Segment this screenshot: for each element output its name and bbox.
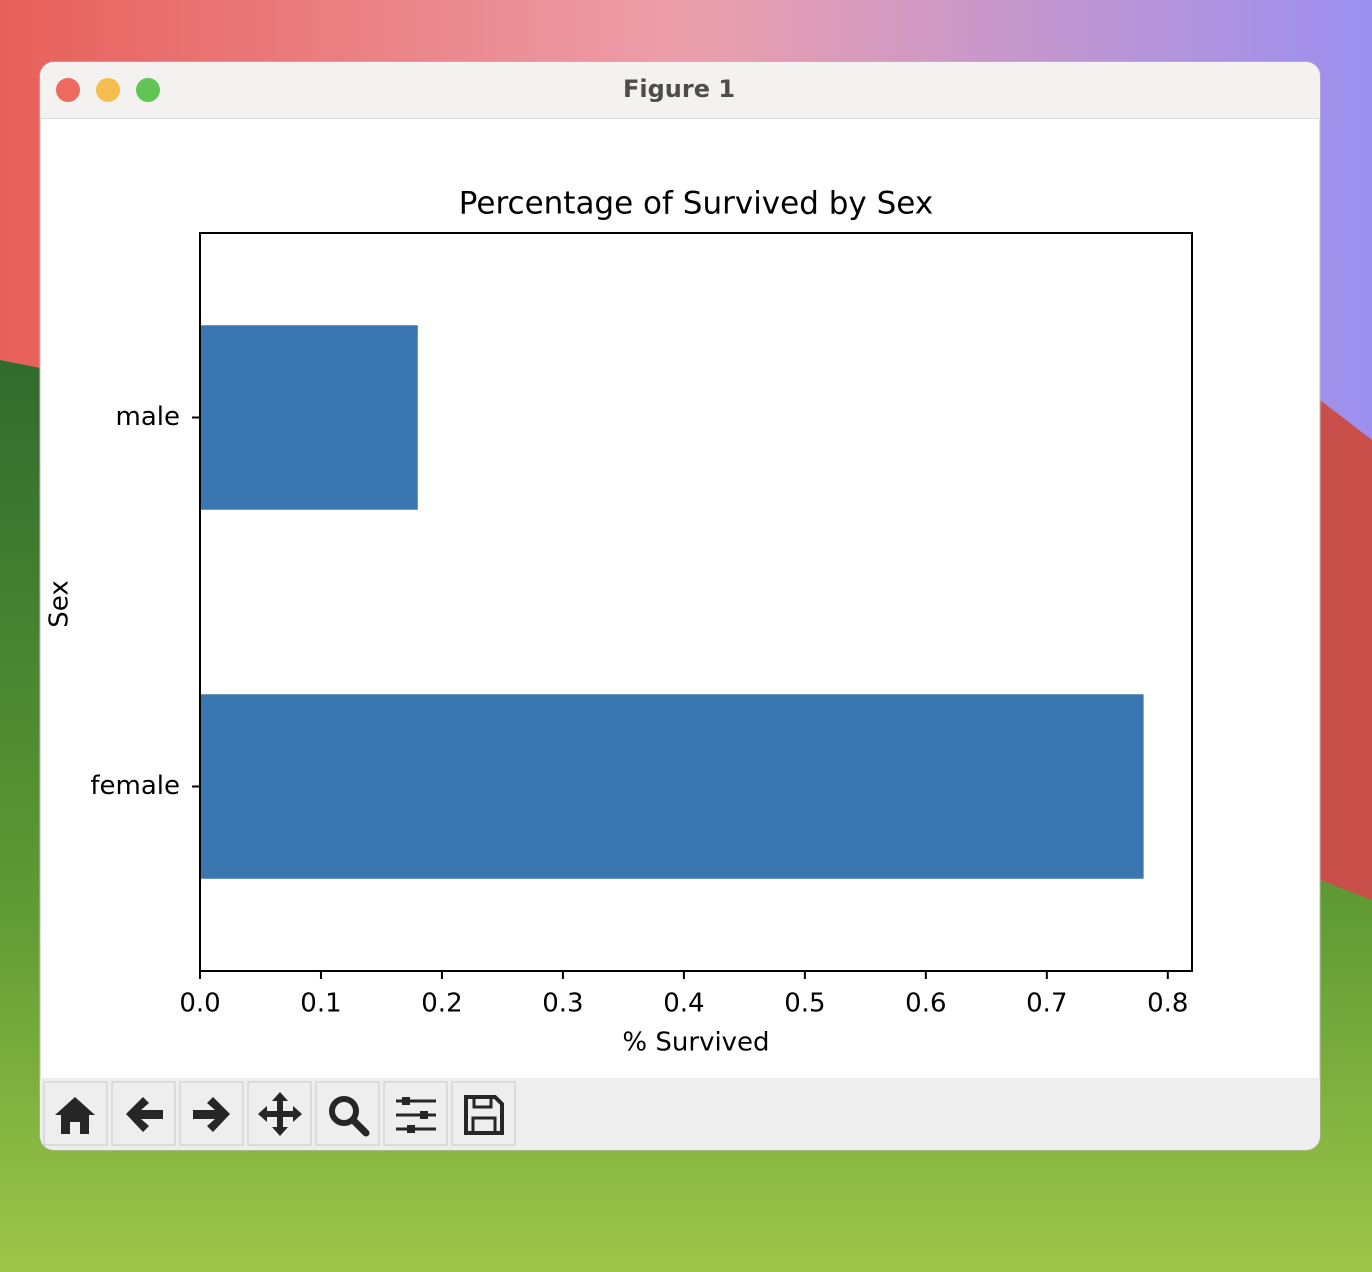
minimize-button[interactable] [96, 78, 120, 102]
x-tick-label: 0.6 [905, 989, 946, 1019]
plot: Percentage of Survived by Sex % Survived… [45, 186, 1193, 1058]
back-icon [126, 1097, 163, 1132]
title-bar [40, 62, 1320, 118]
zoom-rect-button[interactable] [315, 1081, 380, 1146]
y-tick-label: female [90, 771, 180, 801]
forward-icon [193, 1097, 230, 1132]
x-tick-label: 0.8 [1147, 989, 1188, 1019]
configure-button[interactable] [383, 1081, 448, 1146]
toolbar-buttons [43, 1081, 516, 1146]
zoom-icon-handle [349, 1116, 370, 1137]
x-axis-label: % Survived [622, 1028, 769, 1058]
bar [200, 694, 1144, 879]
zoom-icon-lens [329, 1096, 359, 1126]
save-button[interactable] [451, 1081, 516, 1146]
save-icon-label [471, 1116, 497, 1135]
y-tick-label: male [116, 402, 180, 432]
bar [200, 325, 418, 510]
x-tick-label: 0.4 [663, 989, 704, 1019]
save-icon-slot [472, 1095, 493, 1109]
x-tick-label: 0.1 [300, 989, 341, 1019]
window [39, 61, 1321, 1151]
home-icon [55, 1097, 95, 1134]
chart-title: Percentage of Survived by Sex [459, 186, 933, 222]
axes-frame [199, 232, 1193, 972]
desktop-hill-red [1320, 400, 1372, 900]
zoom-button[interactable] [136, 78, 160, 102]
home-button[interactable] [43, 1081, 108, 1146]
x-tick-label: 0.5 [784, 989, 825, 1019]
x-tick-label: 0.3 [542, 989, 583, 1019]
y-axis-label: Sex [45, 580, 75, 627]
pan-icon [258, 1092, 302, 1136]
close-button[interactable] [56, 78, 80, 102]
window-title: Figure 1 [623, 75, 735, 103]
x-tick-label: 0.7 [1026, 989, 1067, 1019]
configure-icon [396, 1097, 436, 1133]
x-tick-label: 0.2 [421, 989, 462, 1019]
x-tick-label: 0.0 [179, 989, 220, 1019]
